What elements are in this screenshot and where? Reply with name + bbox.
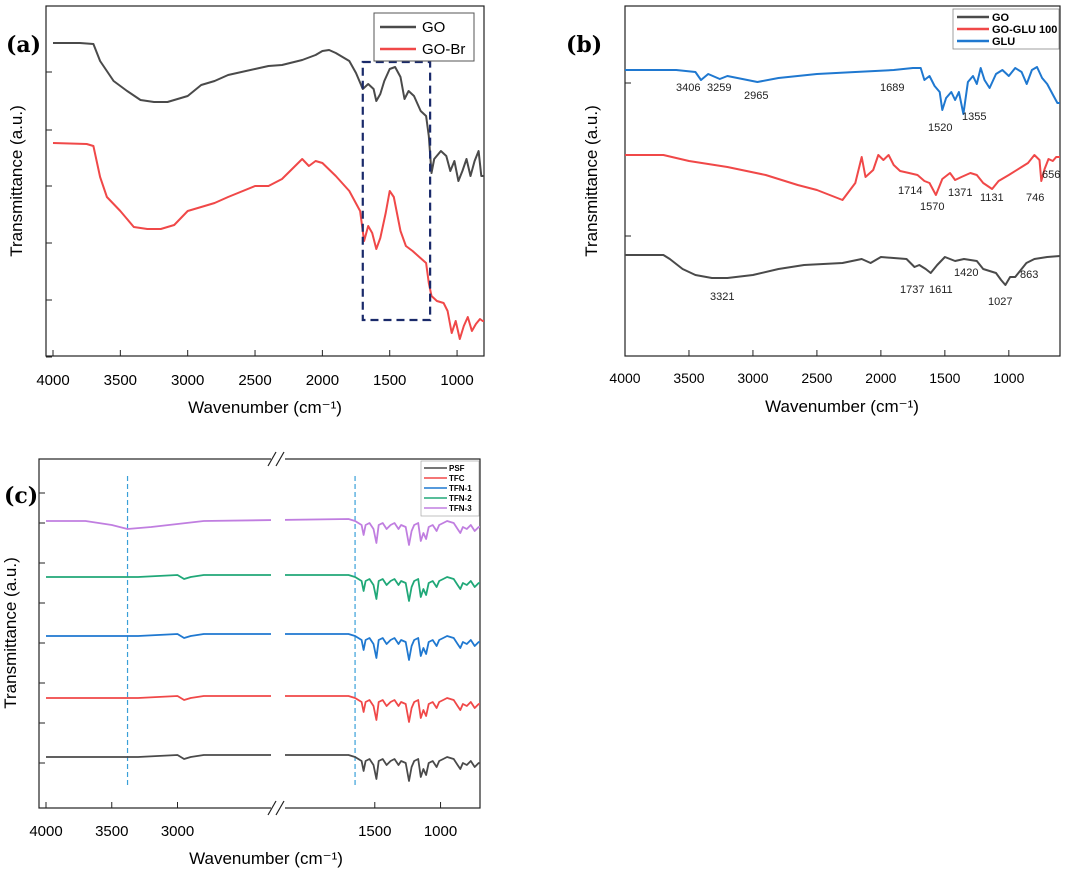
panel-c-x-ticks: 4000 3500 3000 1500 1000 <box>29 802 457 840</box>
peak-label: 1570 <box>920 201 944 213</box>
axis-break-mark <box>275 451 285 467</box>
panel-c-frame <box>38 458 481 809</box>
x-tick-label: 1500 <box>373 372 406 389</box>
panel-b-series <box>625 66 1061 286</box>
legend-label-go-br: GO-Br <box>422 41 465 58</box>
x-tick-label: 3000 <box>737 370 768 386</box>
x-tick-label: 1000 <box>993 370 1024 386</box>
peak-label: 863 <box>1020 269 1038 281</box>
panel-b: (b) 4000 3500 3000 2500 2000 1500 1000 Wavenum… <box>566 5 1061 416</box>
legend-label-tfn-2: TFN-2 <box>449 494 472 503</box>
series-line-psf <box>46 754 480 782</box>
panel-b-x-axis-title: Wavenumber (cm⁻¹) <box>765 397 919 416</box>
peak-label: 1355 <box>962 111 986 123</box>
panel-b-legend: GO GO-GLU 100 GLU <box>952 8 1060 50</box>
legend-label-go-glu-100: GO-GLU 100 <box>992 24 1057 36</box>
x-tick-label: 2000 <box>306 372 339 389</box>
panel-b-frame <box>624 5 1061 357</box>
x-tick-label: 1500 <box>358 823 391 840</box>
series-line-tfn-3 <box>46 518 480 546</box>
x-tick-label: 4000 <box>36 372 69 389</box>
panel-c-y-ticks <box>39 492 45 764</box>
legend-label-tfc: TFC <box>449 474 465 483</box>
x-tick-label: 3000 <box>161 823 194 840</box>
panel-a-series <box>52 42 484 340</box>
peak-label: 2965 <box>744 90 768 102</box>
axis-break-gap <box>271 470 285 800</box>
peak-label: 1689 <box>880 82 904 94</box>
x-tick-label: 3500 <box>104 372 137 389</box>
peak-label: 1371 <box>948 187 972 199</box>
x-tick-label: 3500 <box>673 370 704 386</box>
panel-b-y-ticks <box>625 82 631 237</box>
panel-a-highlight-box <box>361 60 432 322</box>
panel-c-x-axis-title: Wavenumber (cm⁻¹) <box>189 849 343 868</box>
panel-c-y-axis-title: Transmittance (a.u.) <box>1 557 20 708</box>
series-line-tfn-2 <box>46 574 480 602</box>
panel-c-series <box>46 518 480 782</box>
panel-c-legend: PSF TFC TFN-1 TFN-2 TFN-3 <box>420 460 480 517</box>
x-tick-label: 1500 <box>929 370 960 386</box>
panel-a: (a) 4000 3500 3000 2500 2000 1500 1000 Wavenum… <box>6 5 485 417</box>
panel-a-legend: GO GO-Br <box>373 12 475 62</box>
series-line-tfc <box>46 695 480 723</box>
panel-a-legend-box <box>373 12 475 62</box>
peak-label: 656 <box>1042 169 1060 181</box>
x-tick-label: 2500 <box>801 370 832 386</box>
axis-break-mark <box>275 800 285 816</box>
peak-label: 3259 <box>707 82 731 94</box>
series-line-go <box>625 254 1061 286</box>
legend-label-tfn-3: TFN-3 <box>449 504 472 513</box>
panel-b-label: (b) <box>566 32 602 58</box>
peak-label: 1611 <box>929 284 953 296</box>
series-line-go-br <box>52 142 484 340</box>
x-tick-label: 4000 <box>29 823 62 840</box>
legend-label-go: GO <box>992 12 1010 24</box>
peak-label: 1420 <box>954 267 978 279</box>
legend-label-glu: GLU <box>992 36 1015 48</box>
peak-label: 1027 <box>988 296 1012 308</box>
panel-b-x-ticks: 4000 3500 3000 2500 2000 1500 1000 <box>609 350 1025 386</box>
panel-a-y-axis-title: Transmittance (a.u.) <box>7 105 26 256</box>
panel-a-frame <box>45 5 485 357</box>
series-line-go-glu-100 <box>625 154 1060 201</box>
x-tick-label: 1000 <box>424 823 457 840</box>
peak-label: 1737 <box>900 284 924 296</box>
x-tick-label: 1000 <box>440 372 473 389</box>
peak-label: 746 <box>1026 192 1044 204</box>
legend-label-go: GO <box>422 19 445 36</box>
legend-label-psf: PSF <box>449 464 465 473</box>
peak-label: 3321 <box>710 291 734 303</box>
panel-a-x-ticks: 4000 3500 3000 2500 2000 1500 1000 <box>36 350 474 389</box>
peak-label: 1520 <box>928 122 952 134</box>
legend-label-tfn-1: TFN-1 <box>449 484 472 493</box>
panel-b-peak-annotations: 3406 3259 2965 1689 1520 1355 1714 1570 … <box>676 82 1060 308</box>
x-tick-label: 3000 <box>171 372 204 389</box>
x-tick-label: 3500 <box>95 823 128 840</box>
panel-c-axis-break <box>267 451 285 816</box>
x-tick-label: 2000 <box>865 370 896 386</box>
panel-c-guide-lines <box>126 476 356 786</box>
x-tick-label: 4000 <box>609 370 640 386</box>
panel-c: (c) 4000 3500 3000 1500 1000 Wavenumber (cm⁻… <box>1 451 481 868</box>
axis-break-mark <box>267 451 277 467</box>
x-tick-label: 2500 <box>238 372 271 389</box>
series-line-tfn-1 <box>46 633 480 661</box>
panel-b-y-axis-title: Transmittance (a.u.) <box>582 105 601 256</box>
panel-a-label: (a) <box>6 32 41 58</box>
panel-a-y-ticks <box>46 71 52 358</box>
panel-a-x-axis-title: Wavenumber (cm⁻¹) <box>188 398 342 417</box>
peak-label: 3406 <box>676 82 700 94</box>
axis-break-mark <box>267 800 277 816</box>
peak-label: 1714 <box>898 185 922 197</box>
series-line-glu <box>625 66 1060 115</box>
panel-c-label: (c) <box>4 483 38 509</box>
peak-label: 1131 <box>980 192 1004 204</box>
series-line-go <box>53 42 484 182</box>
